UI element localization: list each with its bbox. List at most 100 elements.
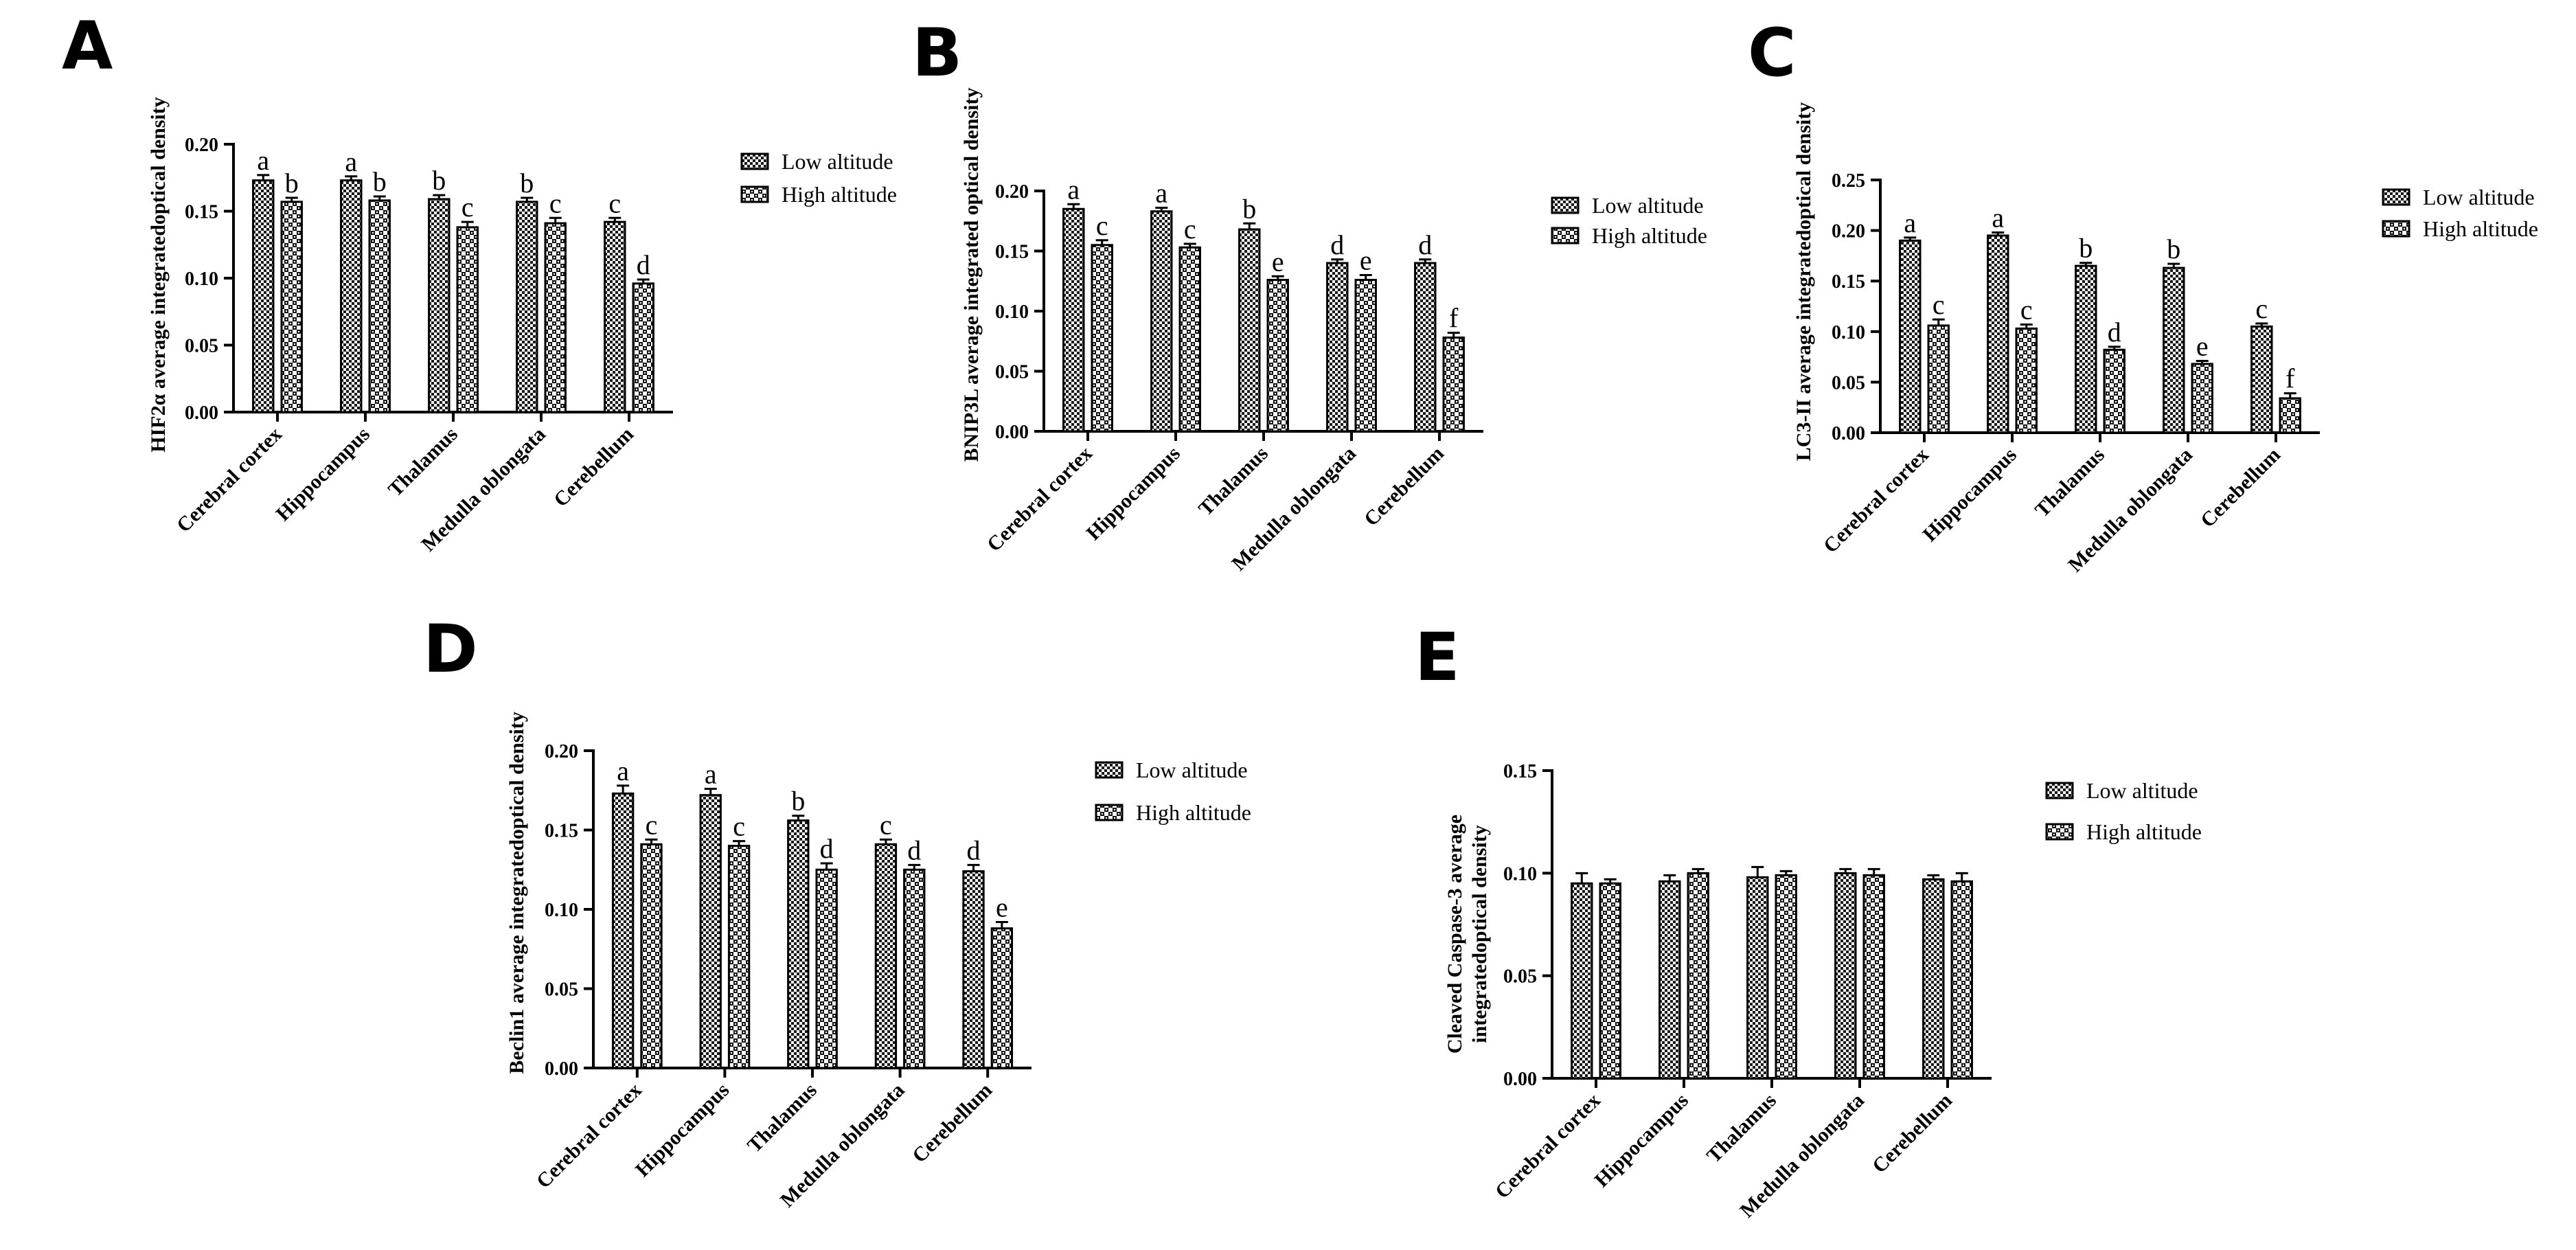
bar-low-altitude bbox=[1571, 882, 1593, 1080]
significance-label: e bbox=[996, 891, 1008, 922]
bar-high-altitude bbox=[1950, 880, 1973, 1080]
y-tick-label: 0.10 bbox=[995, 302, 1029, 323]
legend-label-high: High altitude bbox=[2086, 819, 2202, 844]
significance-label: e bbox=[1360, 245, 1372, 276]
bar-low-altitude bbox=[428, 198, 451, 413]
significance-label: d bbox=[967, 834, 981, 865]
legend-label-high: High altitude bbox=[1136, 800, 1251, 825]
bar-high-altitude bbox=[1927, 324, 1950, 434]
bar-low-altitude bbox=[252, 179, 275, 413]
legend-swatch-low bbox=[2382, 188, 2410, 206]
significance-label: b bbox=[791, 786, 805, 817]
bar-high-altitude bbox=[1862, 874, 1885, 1080]
panel-b: B 0.00 0.05 0.10 0.15 0.20 BNIP3L average inte… bbox=[912, 14, 1707, 575]
bar-low-altitude bbox=[1150, 210, 1173, 433]
y-tick-label: 0.05 bbox=[545, 979, 578, 1001]
bar-high-altitude bbox=[1775, 874, 1797, 1080]
x-tick-label: Thalamus bbox=[1194, 442, 1273, 521]
y-axis-label: Beclin1 average integratedoptical densit… bbox=[505, 712, 528, 1073]
significance-label: d bbox=[2108, 317, 2121, 348]
y-tick-label: 0.05 bbox=[1832, 372, 1865, 394]
bar-high-altitude bbox=[1266, 279, 1289, 433]
panel-letter: C bbox=[1748, 14, 1796, 91]
y-axis-label: BNIP3L average integrated optical densit… bbox=[960, 88, 983, 462]
legend-label-high: High altitude bbox=[1592, 223, 1707, 248]
bar-high-altitude bbox=[544, 222, 567, 413]
bar-high-altitude bbox=[727, 845, 751, 1069]
significance-label: f bbox=[1449, 303, 1459, 334]
bar-high-altitude bbox=[1442, 337, 1465, 433]
panel-letter: D bbox=[423, 611, 478, 688]
significance-label: c bbox=[880, 809, 892, 840]
bar-low-altitude bbox=[340, 179, 363, 413]
x-tick-label: Cerebral cortex bbox=[532, 1079, 646, 1193]
y-tick-label: 0.15 bbox=[545, 821, 578, 842]
legend-label-low: Low altitude bbox=[2086, 778, 2198, 803]
significance-label: a bbox=[617, 755, 629, 786]
bar-high-altitude bbox=[2103, 348, 2125, 434]
y-tick-label: 0.00 bbox=[545, 1058, 578, 1080]
bar-high-altitude bbox=[1178, 246, 1201, 433]
y-tick-label: 0.00 bbox=[185, 402, 218, 424]
bar-low-altitude bbox=[516, 201, 538, 413]
significance-label: b bbox=[2167, 234, 2180, 264]
bar-low-altitude bbox=[2075, 264, 2097, 434]
significance-label: a bbox=[1992, 203, 2004, 234]
y-tick-label: 0.15 bbox=[995, 242, 1029, 263]
significance-label: c bbox=[461, 192, 474, 223]
significance-label: a bbox=[345, 146, 357, 177]
bar-low-altitude bbox=[787, 819, 810, 1069]
bar-high-altitude bbox=[2191, 363, 2213, 434]
significance-label: c bbox=[646, 809, 658, 840]
y-tick-label: 0.15 bbox=[1503, 761, 1537, 782]
bar-high-altitude bbox=[1687, 872, 1709, 1080]
significance-label: d bbox=[907, 834, 921, 865]
bar-high-altitude bbox=[2015, 327, 2038, 434]
significance-label: c bbox=[733, 811, 745, 842]
significance-label: d bbox=[637, 249, 650, 280]
significance-label: b bbox=[432, 165, 446, 196]
y-tick-label: 0.00 bbox=[1503, 1069, 1537, 1090]
y-tick-label: 0.00 bbox=[1832, 423, 1865, 444]
bar-low-altitude bbox=[2163, 266, 2185, 434]
significance-label: d bbox=[1330, 229, 1344, 260]
legend-label-high: High altitude bbox=[782, 182, 897, 207]
legend-swatch-high bbox=[740, 185, 769, 203]
bar-low-altitude bbox=[604, 220, 626, 413]
y-tick-label: 0.25 bbox=[1832, 170, 1865, 192]
y-tick-label: 0.10 bbox=[1832, 322, 1865, 343]
bar-low-altitude bbox=[1659, 880, 1681, 1080]
y-tick-label: 0.05 bbox=[995, 362, 1029, 383]
y-axis-label: Cleaved Caspase-3 average integratedoptic… bbox=[1444, 815, 1491, 1054]
y-tick-label: 0.00 bbox=[995, 422, 1029, 443]
x-tick-label: Thalamus bbox=[743, 1079, 821, 1157]
bar-high-altitude bbox=[280, 201, 303, 413]
x-tick-label: Hippocampus bbox=[1082, 442, 1184, 545]
bar-low-altitude bbox=[611, 792, 635, 1069]
bar-low-altitude bbox=[874, 843, 898, 1069]
legend-swatch-low bbox=[2045, 782, 2074, 799]
panel-a: A 0.00 0.05 0.10 0.15 0.20 HIF2α average integ… bbox=[62, 8, 897, 556]
bar-high-altitude bbox=[456, 226, 479, 413]
y-axis-label-line: integratedoptical density bbox=[1468, 825, 1491, 1043]
y-tick-label: 0.20 bbox=[545, 741, 578, 762]
x-tick-label: Thalamus bbox=[2031, 444, 2109, 522]
y-tick-label: 0.15 bbox=[185, 202, 218, 223]
bar-low-altitude bbox=[1326, 262, 1349, 433]
bar-low-altitude bbox=[2250, 325, 2273, 434]
x-tick-label: Cerebral cortex bbox=[172, 423, 286, 537]
x-tick-label: Thalamus bbox=[1702, 1089, 1781, 1168]
bar-high-altitude bbox=[632, 282, 654, 413]
legend-swatch-high bbox=[2045, 823, 2074, 841]
x-tick-label: Cerebellum bbox=[908, 1079, 996, 1168]
significance-label: e bbox=[2196, 330, 2209, 361]
y-tick-label: 0.20 bbox=[185, 135, 218, 156]
legend-label-low: Low altitude bbox=[2423, 185, 2535, 209]
significance-label: b bbox=[285, 168, 299, 198]
significance-label: b bbox=[373, 166, 387, 197]
significance-label: c bbox=[1184, 214, 1196, 245]
significance-label: b bbox=[520, 168, 534, 198]
significance-label: e bbox=[1272, 246, 1284, 277]
legend-label-low: Low altitude bbox=[782, 149, 893, 174]
